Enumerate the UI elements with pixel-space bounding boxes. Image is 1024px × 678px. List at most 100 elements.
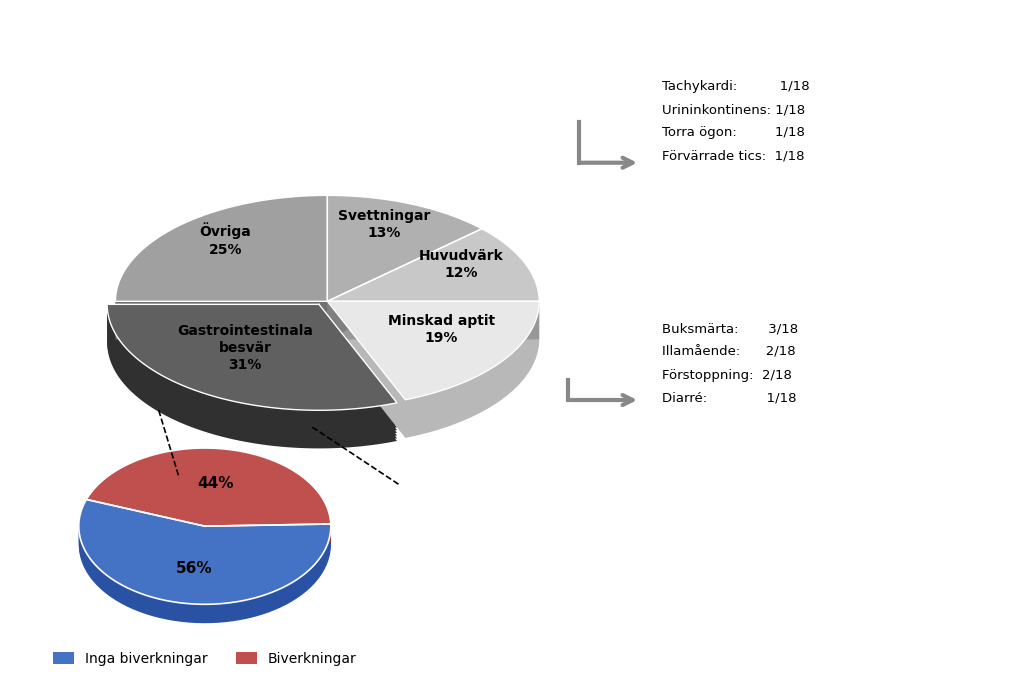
Polygon shape bbox=[328, 201, 481, 306]
Polygon shape bbox=[86, 465, 331, 543]
Polygon shape bbox=[328, 228, 540, 301]
Polygon shape bbox=[108, 329, 397, 435]
Polygon shape bbox=[328, 222, 481, 329]
Polygon shape bbox=[328, 340, 540, 438]
Polygon shape bbox=[79, 507, 331, 612]
Polygon shape bbox=[328, 237, 540, 309]
Polygon shape bbox=[328, 251, 540, 323]
Polygon shape bbox=[116, 214, 328, 320]
Polygon shape bbox=[328, 214, 481, 320]
Text: Minskad aptit
19%: Minskad aptit 19% bbox=[388, 314, 495, 345]
Polygon shape bbox=[108, 334, 397, 440]
Polygon shape bbox=[328, 320, 540, 419]
Polygon shape bbox=[86, 463, 331, 541]
Polygon shape bbox=[328, 220, 481, 326]
Polygon shape bbox=[79, 519, 331, 623]
Polygon shape bbox=[328, 248, 540, 320]
Polygon shape bbox=[328, 326, 540, 424]
Polygon shape bbox=[86, 461, 331, 540]
Polygon shape bbox=[116, 203, 328, 309]
Polygon shape bbox=[79, 513, 331, 618]
Polygon shape bbox=[328, 312, 540, 411]
Polygon shape bbox=[116, 220, 328, 326]
Polygon shape bbox=[116, 198, 328, 304]
Polygon shape bbox=[86, 456, 331, 534]
Polygon shape bbox=[108, 340, 397, 445]
Polygon shape bbox=[116, 225, 328, 332]
Polygon shape bbox=[116, 231, 328, 337]
Polygon shape bbox=[328, 245, 540, 317]
Polygon shape bbox=[328, 231, 481, 337]
Polygon shape bbox=[328, 209, 481, 315]
Polygon shape bbox=[79, 511, 331, 616]
Polygon shape bbox=[79, 500, 331, 604]
Polygon shape bbox=[108, 307, 397, 413]
Polygon shape bbox=[79, 503, 331, 608]
Text: Svettningar
13%: Svettningar 13% bbox=[338, 209, 431, 240]
Polygon shape bbox=[328, 203, 481, 309]
Polygon shape bbox=[328, 217, 481, 323]
Polygon shape bbox=[108, 315, 397, 421]
Polygon shape bbox=[328, 323, 540, 422]
Polygon shape bbox=[116, 201, 328, 306]
Polygon shape bbox=[79, 517, 331, 621]
Polygon shape bbox=[328, 264, 540, 337]
Polygon shape bbox=[328, 198, 481, 304]
Polygon shape bbox=[328, 329, 540, 427]
Polygon shape bbox=[328, 337, 540, 435]
Text: Tachykardi:          1/18
Urininkontinens: 1/18
Torra ögon:         1/18
Förvärr: Tachykardi: 1/18 Urininkontinens: 1/18 T… bbox=[662, 80, 809, 162]
Polygon shape bbox=[328, 304, 540, 403]
Polygon shape bbox=[328, 306, 540, 405]
Polygon shape bbox=[328, 267, 540, 340]
Polygon shape bbox=[108, 310, 397, 416]
Text: Gastrointestinala
besvär
31%: Gastrointestinala besvär 31% bbox=[177, 324, 313, 372]
Polygon shape bbox=[328, 254, 540, 326]
Polygon shape bbox=[328, 317, 540, 416]
Polygon shape bbox=[108, 304, 397, 410]
Polygon shape bbox=[108, 342, 397, 448]
Polygon shape bbox=[328, 212, 481, 317]
Polygon shape bbox=[116, 233, 328, 340]
Polygon shape bbox=[86, 454, 331, 532]
Polygon shape bbox=[328, 334, 540, 433]
Polygon shape bbox=[86, 458, 331, 536]
Polygon shape bbox=[328, 233, 481, 340]
Text: 44%: 44% bbox=[198, 476, 234, 492]
Polygon shape bbox=[108, 321, 397, 426]
Polygon shape bbox=[116, 195, 328, 301]
Polygon shape bbox=[86, 460, 331, 538]
Polygon shape bbox=[86, 450, 331, 528]
Polygon shape bbox=[328, 206, 481, 312]
Polygon shape bbox=[328, 231, 540, 304]
Polygon shape bbox=[116, 206, 328, 312]
Polygon shape bbox=[328, 228, 481, 334]
Polygon shape bbox=[86, 448, 331, 526]
Polygon shape bbox=[79, 505, 331, 610]
Text: Huvudvärk
12%: Huvudvärk 12% bbox=[419, 249, 504, 280]
Text: Övriga
25%: Övriga 25% bbox=[200, 222, 251, 257]
Polygon shape bbox=[108, 332, 397, 437]
Polygon shape bbox=[116, 209, 328, 315]
Polygon shape bbox=[328, 256, 540, 329]
Text: 56%: 56% bbox=[175, 561, 212, 576]
Polygon shape bbox=[328, 259, 540, 332]
Polygon shape bbox=[108, 326, 397, 432]
Polygon shape bbox=[108, 323, 397, 429]
Polygon shape bbox=[79, 501, 331, 606]
Polygon shape bbox=[328, 225, 481, 332]
Polygon shape bbox=[86, 452, 331, 530]
Polygon shape bbox=[116, 217, 328, 323]
Polygon shape bbox=[328, 262, 540, 334]
Polygon shape bbox=[79, 515, 331, 620]
Polygon shape bbox=[116, 222, 328, 329]
Polygon shape bbox=[328, 234, 540, 306]
Polygon shape bbox=[86, 467, 331, 545]
Polygon shape bbox=[108, 337, 397, 443]
Polygon shape bbox=[328, 315, 540, 414]
Polygon shape bbox=[328, 239, 540, 312]
Polygon shape bbox=[116, 212, 328, 317]
Polygon shape bbox=[328, 332, 540, 430]
Polygon shape bbox=[108, 318, 397, 424]
Polygon shape bbox=[328, 309, 540, 408]
Polygon shape bbox=[328, 301, 540, 400]
